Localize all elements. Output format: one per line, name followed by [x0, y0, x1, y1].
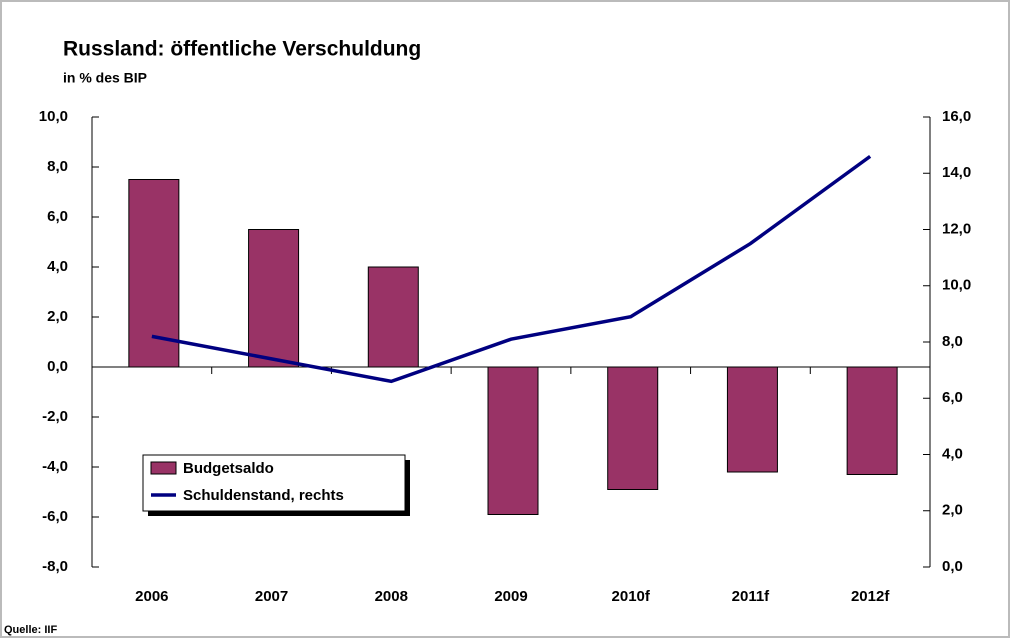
x-tick-label: 2009 — [494, 588, 527, 605]
x-tick-label: 2011f — [732, 588, 771, 605]
legend-swatch — [150, 461, 177, 475]
x-tick-label: 2006 — [135, 588, 168, 605]
y-tick-label: 6,0 — [47, 208, 68, 225]
y2-tick-label: 16,0 — [942, 108, 971, 125]
bar — [487, 366, 539, 515]
y2-tick-label: 0,0 — [942, 558, 963, 575]
y2-tick-label: 10,0 — [942, 277, 971, 294]
line — [151, 154, 872, 384]
y-tick-label: -4,0 — [42, 458, 68, 475]
y-tick-label: 10,0 — [39, 108, 68, 125]
y-tick-label: -2,0 — [42, 408, 68, 425]
y2-tick-label: 2,0 — [942, 502, 963, 519]
y2-tick-label: 14,0 — [942, 164, 971, 181]
legend-label: Schuldenstand, rechts — [183, 487, 344, 504]
x-tick-label: 2007 — [255, 588, 288, 605]
chart-subtitle: in % des BIP — [63, 70, 147, 86]
y-tick-label: 2,0 — [47, 308, 68, 325]
y2-tick-label: 6,0 — [942, 389, 963, 406]
y-tick-label: -6,0 — [42, 508, 68, 525]
bar — [846, 366, 898, 475]
y-tick-label: 0,0 — [47, 358, 68, 375]
source: Quelle: IIF — [4, 624, 57, 636]
x-tick-label: 2010f — [612, 588, 651, 605]
y2-tick-label: 8,0 — [942, 333, 963, 350]
y2-tick-label: 4,0 — [942, 445, 963, 462]
chart-title: Russland: öffentliche Verschuldung — [63, 38, 421, 61]
x-tick-label: 2008 — [375, 588, 408, 605]
bar — [607, 366, 659, 490]
y-tick-label: -8,0 — [42, 558, 68, 575]
legend-label: Budgetsaldo — [183, 460, 274, 477]
y-tick-label: 4,0 — [47, 258, 68, 275]
y2-tick-label: 12,0 — [942, 220, 971, 237]
bar — [726, 366, 778, 473]
x-tick-label: 2012f — [851, 588, 890, 605]
bar — [248, 229, 300, 368]
legend — [142, 454, 406, 512]
bar — [367, 266, 419, 368]
y-tick-label: 8,0 — [47, 158, 68, 175]
